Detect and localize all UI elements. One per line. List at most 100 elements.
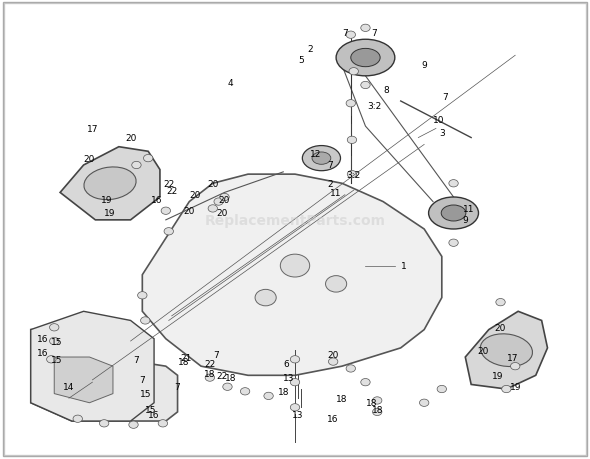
- Circle shape: [348, 137, 357, 144]
- Text: 20: 20: [216, 209, 227, 218]
- Circle shape: [143, 155, 153, 162]
- Text: 3:2: 3:2: [346, 170, 361, 179]
- Text: 7: 7: [213, 351, 219, 359]
- Circle shape: [50, 324, 59, 331]
- Circle shape: [240, 388, 250, 395]
- Text: 7: 7: [327, 161, 333, 170]
- Text: 15: 15: [51, 337, 63, 346]
- Text: 22: 22: [166, 186, 178, 195]
- Text: 20: 20: [477, 346, 489, 355]
- Circle shape: [214, 198, 224, 206]
- Text: 13: 13: [292, 410, 304, 419]
- Circle shape: [372, 397, 382, 404]
- Circle shape: [449, 180, 458, 188]
- Circle shape: [290, 356, 300, 363]
- Circle shape: [223, 383, 232, 391]
- Text: 11: 11: [330, 189, 342, 197]
- Text: 22: 22: [216, 371, 227, 380]
- Circle shape: [158, 420, 168, 427]
- Ellipse shape: [312, 153, 331, 165]
- Text: 2: 2: [327, 179, 333, 188]
- Text: 7: 7: [139, 375, 145, 385]
- Text: 20: 20: [125, 134, 136, 143]
- Circle shape: [360, 82, 370, 90]
- Circle shape: [290, 379, 300, 386]
- Text: 13: 13: [283, 373, 295, 382]
- Circle shape: [360, 25, 370, 33]
- Text: 20: 20: [189, 191, 201, 200]
- Circle shape: [47, 356, 56, 363]
- Text: 18: 18: [277, 387, 289, 396]
- Circle shape: [132, 162, 141, 169]
- Text: 20: 20: [84, 154, 95, 163]
- Circle shape: [208, 205, 218, 213]
- Circle shape: [280, 255, 310, 277]
- Text: 17: 17: [87, 125, 98, 134]
- Text: 14: 14: [63, 382, 74, 392]
- Circle shape: [161, 207, 171, 215]
- Circle shape: [346, 101, 356, 108]
- Circle shape: [329, 358, 338, 365]
- Text: 9: 9: [463, 216, 468, 225]
- Circle shape: [137, 292, 147, 299]
- Circle shape: [437, 386, 447, 393]
- Circle shape: [50, 338, 59, 345]
- Circle shape: [496, 299, 505, 306]
- Text: 5: 5: [298, 56, 304, 65]
- Text: 16: 16: [37, 335, 48, 343]
- Text: 17: 17: [507, 353, 518, 362]
- Ellipse shape: [84, 168, 136, 200]
- Circle shape: [346, 32, 356, 39]
- Circle shape: [349, 68, 358, 76]
- Circle shape: [100, 420, 109, 427]
- Circle shape: [255, 290, 276, 306]
- Text: 18: 18: [366, 398, 377, 407]
- Text: 3:2: 3:2: [367, 102, 381, 111]
- Ellipse shape: [428, 197, 478, 230]
- Text: 20: 20: [327, 351, 339, 359]
- Text: 19: 19: [492, 371, 503, 380]
- Polygon shape: [54, 357, 113, 403]
- Ellipse shape: [336, 40, 395, 77]
- Circle shape: [360, 379, 370, 386]
- Text: 2: 2: [307, 45, 313, 54]
- Circle shape: [140, 317, 150, 325]
- Text: 7: 7: [371, 29, 377, 38]
- Ellipse shape: [441, 206, 466, 222]
- Text: 10: 10: [433, 116, 445, 124]
- Text: 19: 19: [509, 382, 521, 392]
- Text: 7: 7: [442, 93, 448, 102]
- Text: 18: 18: [372, 405, 383, 414]
- Text: ReplacementParts.com: ReplacementParts.com: [205, 213, 385, 227]
- Text: 3: 3: [439, 129, 445, 138]
- Text: 22: 22: [163, 179, 175, 188]
- Circle shape: [346, 365, 356, 372]
- Text: 18: 18: [178, 357, 189, 366]
- Circle shape: [419, 399, 429, 407]
- Text: 7: 7: [175, 382, 181, 392]
- Circle shape: [510, 363, 520, 370]
- Text: 6: 6: [283, 359, 289, 369]
- Circle shape: [348, 171, 357, 179]
- Ellipse shape: [302, 146, 340, 171]
- Circle shape: [164, 228, 173, 235]
- Circle shape: [264, 392, 273, 400]
- FancyBboxPatch shape: [4, 4, 586, 455]
- Circle shape: [290, 404, 300, 411]
- Text: 18: 18: [225, 373, 236, 382]
- Polygon shape: [60, 147, 160, 220]
- Text: 16: 16: [37, 348, 48, 357]
- Text: 4: 4: [228, 79, 233, 88]
- Text: 19: 19: [101, 196, 113, 204]
- Text: 9: 9: [421, 61, 427, 70]
- Text: 19: 19: [104, 209, 116, 218]
- Text: 15: 15: [145, 405, 157, 414]
- Polygon shape: [31, 330, 178, 421]
- Circle shape: [220, 194, 230, 201]
- Text: 20: 20: [495, 323, 506, 332]
- Text: 8: 8: [383, 86, 389, 95]
- Text: 15: 15: [51, 355, 63, 364]
- Ellipse shape: [351, 49, 380, 67]
- Text: 7: 7: [133, 355, 139, 364]
- Text: 12: 12: [310, 150, 321, 159]
